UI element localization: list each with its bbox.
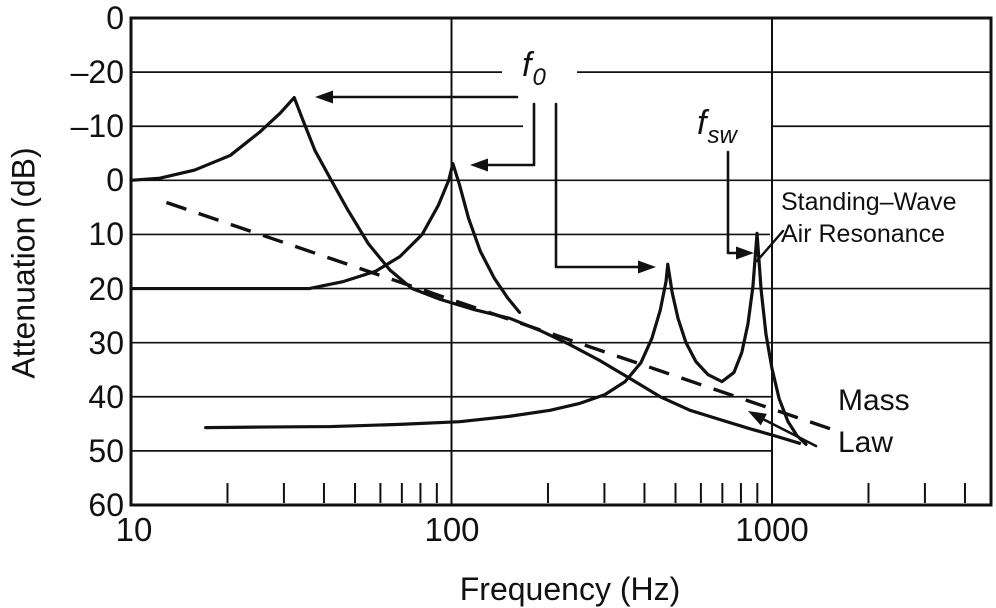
fsw-subscript: sw (707, 122, 737, 149)
plot-border (129, 16, 993, 507)
y-tick-label: 10 (88, 216, 124, 253)
y-tick-label: 50 (88, 432, 124, 469)
x-axis-minor-ticks (226, 483, 966, 503)
fsw-symbol: f (697, 104, 707, 142)
x-tick-label-10: 10 (115, 511, 153, 548)
y-tick-label: 0 (106, 162, 124, 199)
y-tick-label: 40 (88, 378, 124, 415)
fsw-annotation-label: fsw (697, 104, 737, 149)
x-axis-title: Frequency (Hz) (459, 571, 681, 607)
standing-wave-line2: Air Resonance (781, 220, 945, 248)
y-tick-label: 30 (88, 324, 124, 361)
y-tick-label: –10 (70, 108, 124, 145)
y-tick-label: 0 (106, 0, 124, 36)
standing-wave-annotation: Standing–Wave Air Resonance (781, 186, 957, 250)
standing-wave-line1: Standing–Wave (781, 188, 957, 216)
y-tick-label: 20 (88, 270, 124, 307)
mass-law-line1: Mass (838, 384, 910, 417)
y-tick-label: 60 (88, 487, 124, 523)
attenuation-curves (129, 95, 808, 446)
x-tick-label-1000: 1000 (735, 511, 809, 548)
f0-symbol: f (522, 46, 532, 84)
f0-subscript: 0 (532, 64, 546, 91)
mass-law-line2: Law (838, 426, 894, 459)
y-tick-label: –20 (70, 54, 124, 91)
annotation-arrows (315, 90, 818, 448)
mass-law-annotation: Mass Law (838, 380, 910, 464)
f0-annotation-label: f0 (522, 46, 546, 91)
x-tick-label-100: 100 (424, 511, 480, 548)
